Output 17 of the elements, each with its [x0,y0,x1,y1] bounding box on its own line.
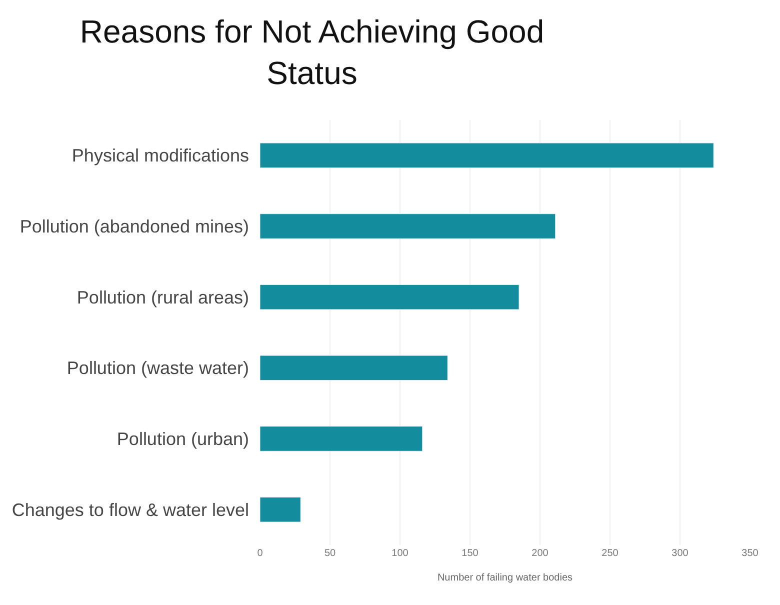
x-axis-title: Number of failing water bodies [437,572,573,584]
x-tick-label: 0 [257,548,264,559]
y-tick-label: Pollution (rural areas) [76,287,249,308]
x-tick-label: 100 [392,548,409,559]
y-tick-label: Pollution (waste water) [66,358,249,378]
bar [260,496,301,522]
x-tick-label: 300 [672,548,689,559]
x-tick-label: 150 [462,548,479,559]
y-tick-label: Pollution (abandoned mines) [20,216,249,237]
x-tick-label: 200 [532,548,549,559]
y-tick-label: Changes to flow & water level [12,500,249,520]
x-tick-label: 250 [602,548,619,559]
y-tick-label: Pollution (urban) [116,429,249,450]
x-tick-label: 350 [742,548,759,559]
y-tick-label: Physical modifications [72,146,249,166]
x-tick-label: 50 [324,548,336,559]
chart-title: Reasons for Not Achieving Good Status [80,13,544,91]
